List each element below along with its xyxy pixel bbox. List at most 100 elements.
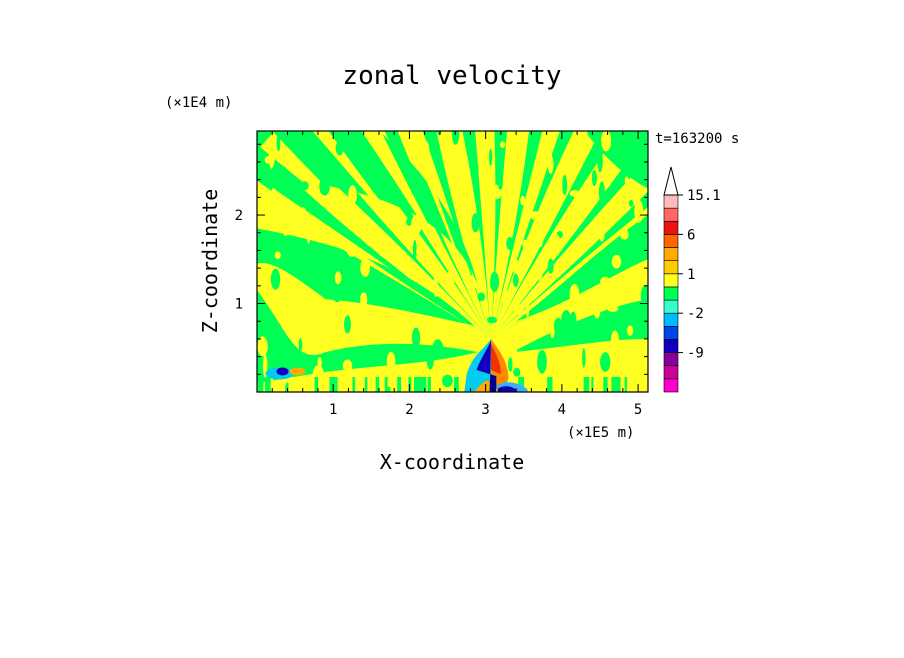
field-speckle [593, 301, 598, 319]
field-speckle [465, 232, 474, 255]
anomaly-negative [497, 386, 517, 392]
field-speckle [335, 376, 338, 392]
field-speckle [451, 131, 460, 145]
field-speckle [472, 160, 479, 176]
colorbar-segment [663, 260, 679, 275]
field-speckle [530, 211, 541, 221]
field-speckle [550, 233, 561, 257]
field-speckle [372, 131, 382, 147]
anomaly-negative [489, 374, 497, 392]
field-speckle [270, 268, 281, 290]
field-speckle [484, 226, 493, 249]
field-speckle [359, 292, 368, 308]
field-streak [260, 132, 491, 339]
field-speckle [624, 176, 629, 186]
y-axis-ticks: 12 [235, 143, 648, 375]
field-speckle [566, 376, 572, 392]
field-speckle [334, 271, 342, 285]
field-speckle [416, 245, 428, 260]
field-speckle [477, 292, 486, 302]
field-speckle [306, 376, 313, 392]
field-speckle [481, 187, 487, 206]
field-speckle [306, 225, 311, 244]
colorbar-label: 1 [687, 267, 695, 283]
field-speckle [283, 166, 288, 191]
field-speckle [413, 376, 420, 392]
field-speckle [610, 330, 620, 350]
field-streak [477, 131, 491, 339]
y-tick-label: 1 [235, 297, 243, 313]
field-speckle [411, 327, 421, 348]
anomaly-positive [490, 343, 501, 375]
field-speckle [316, 376, 322, 392]
field-speckle [597, 149, 603, 173]
field-speckle [406, 217, 413, 226]
field-speckle [276, 133, 281, 152]
field-speckle [537, 265, 543, 282]
field-speckle [314, 376, 319, 392]
colorbar-label: -2 [687, 306, 704, 322]
field-speckle [547, 376, 553, 392]
field-speckle [282, 218, 289, 237]
field-speckle [611, 254, 622, 269]
colorbar: 15.1 6 1 -2 -9 [663, 166, 721, 393]
colorbar-extend-arrow [663, 166, 679, 196]
field-speckle [577, 376, 584, 392]
field-speckle [549, 317, 555, 339]
field-speckle [486, 316, 498, 324]
field-band [257, 228, 475, 326]
colorbar-label: 15.1 [687, 188, 721, 204]
field-speckle [536, 159, 541, 183]
field-speckle [301, 284, 305, 305]
field-speckle [299, 207, 308, 229]
field-speckle [384, 376, 388, 392]
colorbar-segment [663, 352, 679, 367]
field-speckle [364, 376, 368, 392]
field-speckle [442, 374, 453, 388]
field-speckle [409, 364, 419, 372]
field-speckle [512, 273, 519, 287]
field-speckle [538, 235, 543, 248]
colorbar-segment [663, 286, 679, 301]
colorbar-segment [663, 273, 679, 288]
field-speckle [360, 258, 370, 277]
field-speckle [547, 258, 554, 274]
colorbar-segment [663, 247, 679, 261]
field-speckle [569, 320, 581, 339]
field-speckle [522, 239, 529, 249]
field-speckle [417, 376, 424, 392]
anomaly-negative [276, 367, 289, 376]
field-speckle [342, 359, 353, 372]
colorbar-segment [663, 378, 679, 393]
anomaly-negative [476, 340, 491, 375]
field-speckle [319, 177, 330, 196]
field-speckle [553, 317, 563, 335]
field-speckle [547, 154, 554, 174]
field-speckle [611, 376, 615, 392]
field-speckle [273, 322, 282, 342]
field-speckle [569, 190, 580, 197]
field-speckle [391, 207, 398, 228]
field-speckle [456, 155, 462, 169]
field-speckle [296, 188, 305, 199]
field-speckle [477, 234, 481, 257]
field-speckle [537, 349, 547, 374]
field-speckle [513, 367, 521, 377]
field-speckle [518, 376, 525, 392]
colorbar-label: -9 [687, 346, 704, 362]
y-unit-label: (×1E4 m) [165, 95, 232, 111]
field-speckle [569, 283, 580, 306]
field-speckle [505, 158, 513, 175]
field-speckle [614, 376, 621, 392]
field-speckle [390, 376, 394, 392]
field-speckle [512, 259, 520, 275]
field-speckle [283, 235, 290, 242]
field-speckle [432, 339, 444, 358]
field-speckle [334, 295, 341, 303]
y-axis-label: Z-coordinate [198, 189, 222, 334]
field-band [584, 131, 648, 189]
x-unit-label: (×1E5 m) [567, 425, 634, 441]
field-speckle [624, 376, 628, 392]
field-speckle [416, 143, 422, 167]
field-speckle [373, 155, 378, 170]
